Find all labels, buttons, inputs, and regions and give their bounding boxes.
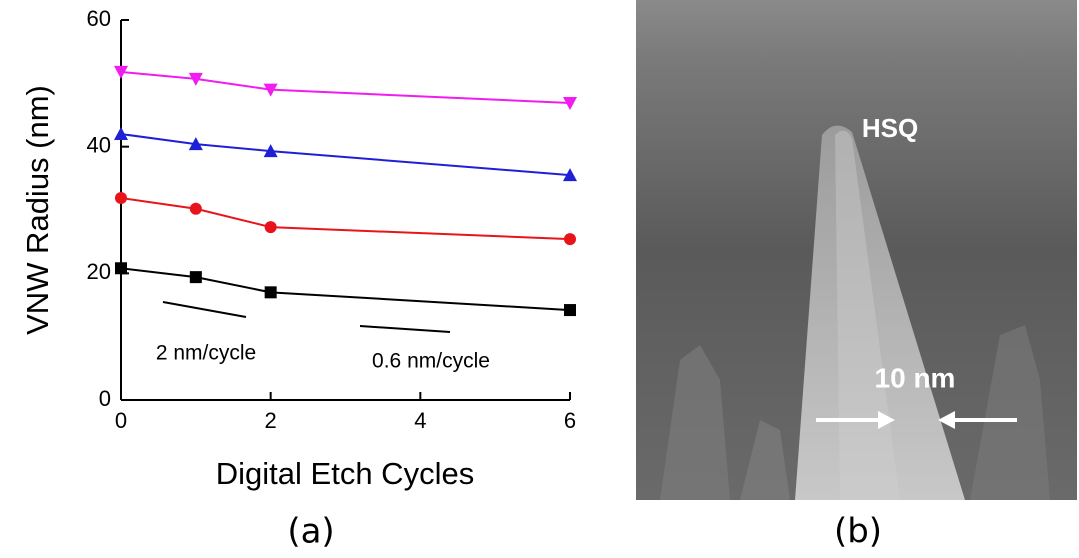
series-line	[120, 70, 571, 104]
marker	[189, 271, 202, 284]
x-tick-label: 6	[564, 408, 576, 433]
marker	[188, 72, 203, 86]
sem-image: HSQ 10 nm	[636, 0, 1077, 501]
annotation: 0.6 nm/cycle	[372, 350, 490, 373]
y-tick-label: 60	[87, 6, 111, 31]
marker	[264, 286, 277, 299]
marker	[115, 262, 127, 275]
series-line	[120, 196, 571, 241]
series-line	[120, 267, 571, 312]
y-tick-label: 40	[87, 132, 111, 157]
marker	[564, 233, 576, 246]
panel-label: (b)	[834, 512, 882, 552]
x-axis-label: Digital Etch Cycles	[216, 456, 474, 491]
slope-guide	[162, 301, 247, 318]
marker	[563, 168, 577, 182]
image-annotation: 10 nm	[875, 362, 956, 393]
marker	[189, 202, 202, 215]
scale-arrows	[816, 411, 1017, 429]
x-tick-label: 2	[265, 408, 277, 433]
slope-guide	[359, 325, 451, 333]
marker	[114, 65, 128, 79]
series-line	[120, 133, 571, 177]
annotation: 2 nm/cycle	[156, 342, 256, 365]
y-tick-label: 20	[87, 259, 111, 284]
y-tick-label: 0	[99, 386, 111, 411]
marker	[563, 96, 577, 110]
panel-label: (a)	[287, 512, 334, 552]
marker	[263, 83, 278, 97]
image-annotation: HSQ	[862, 113, 918, 143]
x-tick-label: 0	[115, 408, 127, 433]
marker	[114, 127, 128, 140]
marker	[263, 144, 278, 158]
marker	[115, 191, 127, 204]
marker	[564, 304, 576, 317]
y-axis-label: VNW Radius (nm)	[20, 85, 55, 335]
marker	[264, 221, 277, 234]
marker	[188, 137, 203, 151]
x-tick-label: 4	[414, 408, 426, 433]
